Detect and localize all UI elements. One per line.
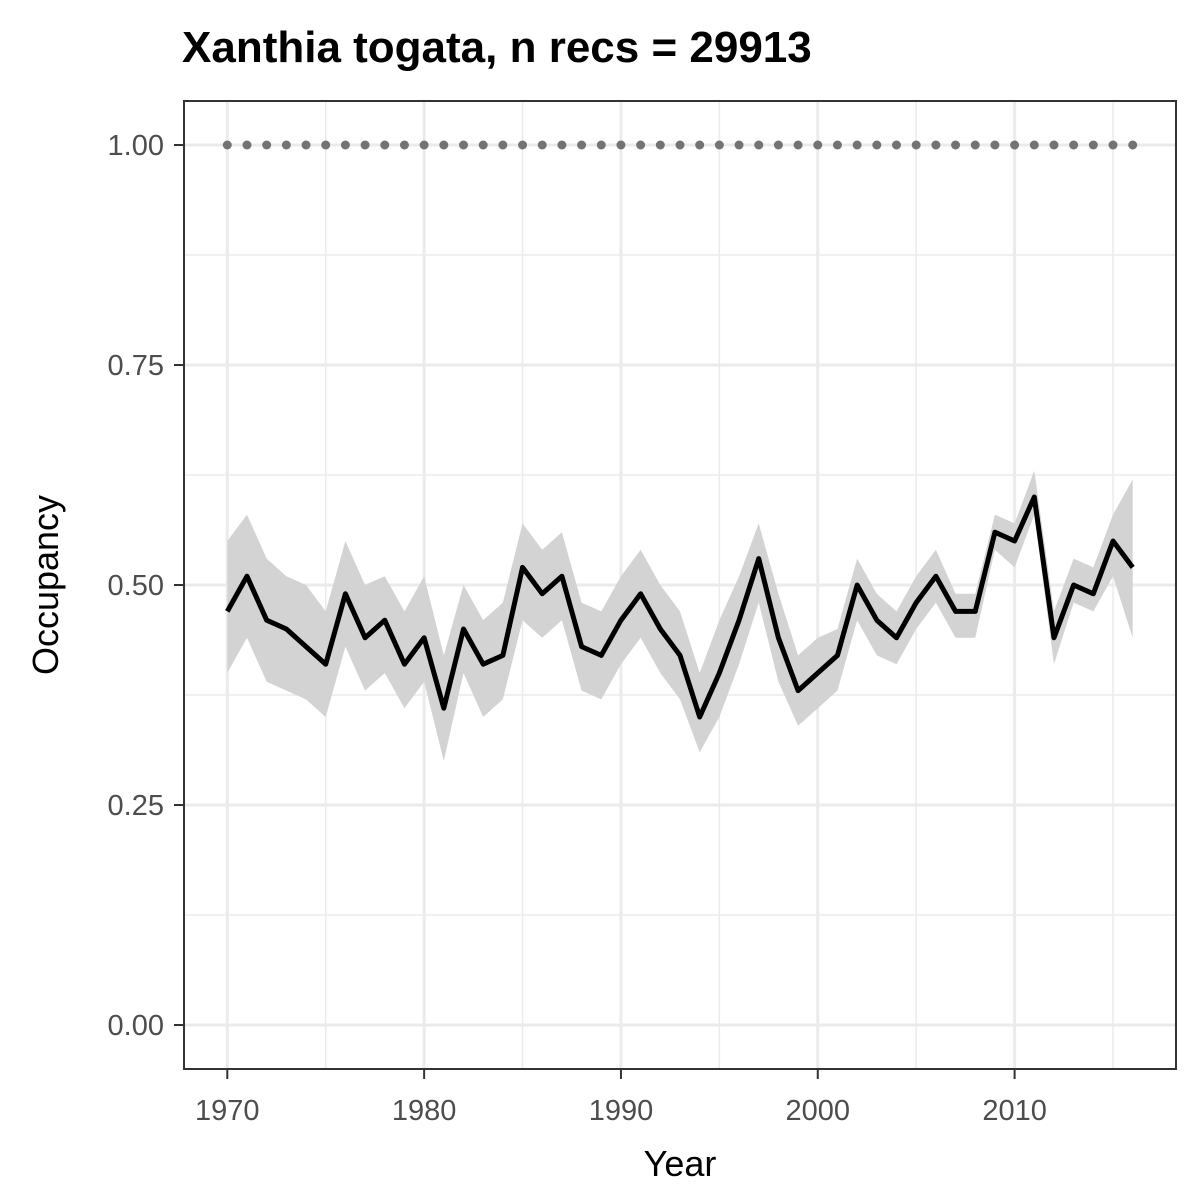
reference-dot	[931, 140, 941, 150]
reference-dot	[281, 140, 291, 150]
reference-dot	[675, 140, 685, 150]
occupancy-line	[225, 494, 1135, 720]
reference-dot	[793, 140, 803, 150]
chart-title: Xanthia togata, n recs = 29913	[182, 23, 812, 72]
reference-dot	[872, 140, 882, 150]
reference-dot	[1069, 140, 1079, 150]
reference-dot	[360, 140, 370, 150]
reference-dot	[1029, 140, 1039, 150]
reference-dot	[655, 140, 665, 150]
series-line	[225, 494, 1135, 720]
reference-dot	[577, 140, 587, 150]
reference-dot	[439, 140, 449, 150]
y-tick-label: 1.00	[108, 130, 164, 162]
reference-dot	[399, 140, 409, 150]
reference-dot	[714, 140, 724, 150]
reference-dot	[458, 140, 468, 150]
reference-dot	[911, 140, 921, 150]
reference-dot	[695, 140, 705, 150]
reference-dot	[518, 140, 528, 150]
confidence-ribbon	[227, 470, 1133, 761]
x-tick-label: 1980	[392, 1095, 457, 1127]
reference-dot	[537, 140, 547, 150]
reference-dot	[734, 140, 744, 150]
x-tick-label: 1990	[589, 1095, 654, 1127]
y-tick-label: 0.75	[108, 350, 164, 382]
reference-dot	[242, 140, 252, 150]
reference-dots	[222, 140, 1138, 150]
reference-dot	[852, 140, 862, 150]
reference-dot	[321, 140, 331, 150]
reference-dot	[340, 140, 350, 150]
reference-dot	[596, 140, 606, 150]
reference-dot	[478, 140, 488, 150]
reference-dot	[892, 140, 902, 150]
reference-dot	[498, 140, 508, 150]
reference-dot	[380, 140, 390, 150]
reference-dot	[301, 140, 311, 150]
reference-dot	[419, 140, 429, 150]
reference-dot	[970, 140, 980, 150]
reference-dot	[557, 140, 567, 150]
reference-dot	[990, 140, 1000, 150]
x-tick-label: 2010	[982, 1095, 1047, 1127]
reference-dot	[222, 140, 232, 150]
reference-dot	[1128, 140, 1138, 150]
y-tick-label: 0.00	[108, 1010, 164, 1042]
reference-dot	[1088, 140, 1098, 150]
reference-dot	[832, 140, 842, 150]
x-axis-title: Year	[644, 1143, 717, 1184]
reference-dot	[262, 140, 272, 150]
reference-dot	[1010, 140, 1020, 150]
x-tick-label: 2000	[786, 1095, 851, 1127]
reference-dot	[754, 140, 764, 150]
reference-dot	[951, 140, 961, 150]
y-axis-title: Occupancy	[25, 495, 66, 675]
y-tick-label: 0.50	[108, 570, 164, 602]
reference-dot	[1049, 140, 1059, 150]
reference-dot	[1108, 140, 1118, 150]
confidence-band	[227, 470, 1133, 761]
x-axis: 1970 1980 1990 2000 2010	[195, 1069, 1047, 1127]
reference-dot	[813, 140, 823, 150]
reference-dot	[773, 140, 783, 150]
reference-dot	[616, 140, 626, 150]
reference-dot	[636, 140, 646, 150]
y-axis: 0.00 0.25 0.50 0.75 1.00	[108, 130, 184, 1042]
x-tick-label: 1970	[195, 1095, 260, 1127]
y-tick-label: 0.25	[108, 790, 164, 822]
